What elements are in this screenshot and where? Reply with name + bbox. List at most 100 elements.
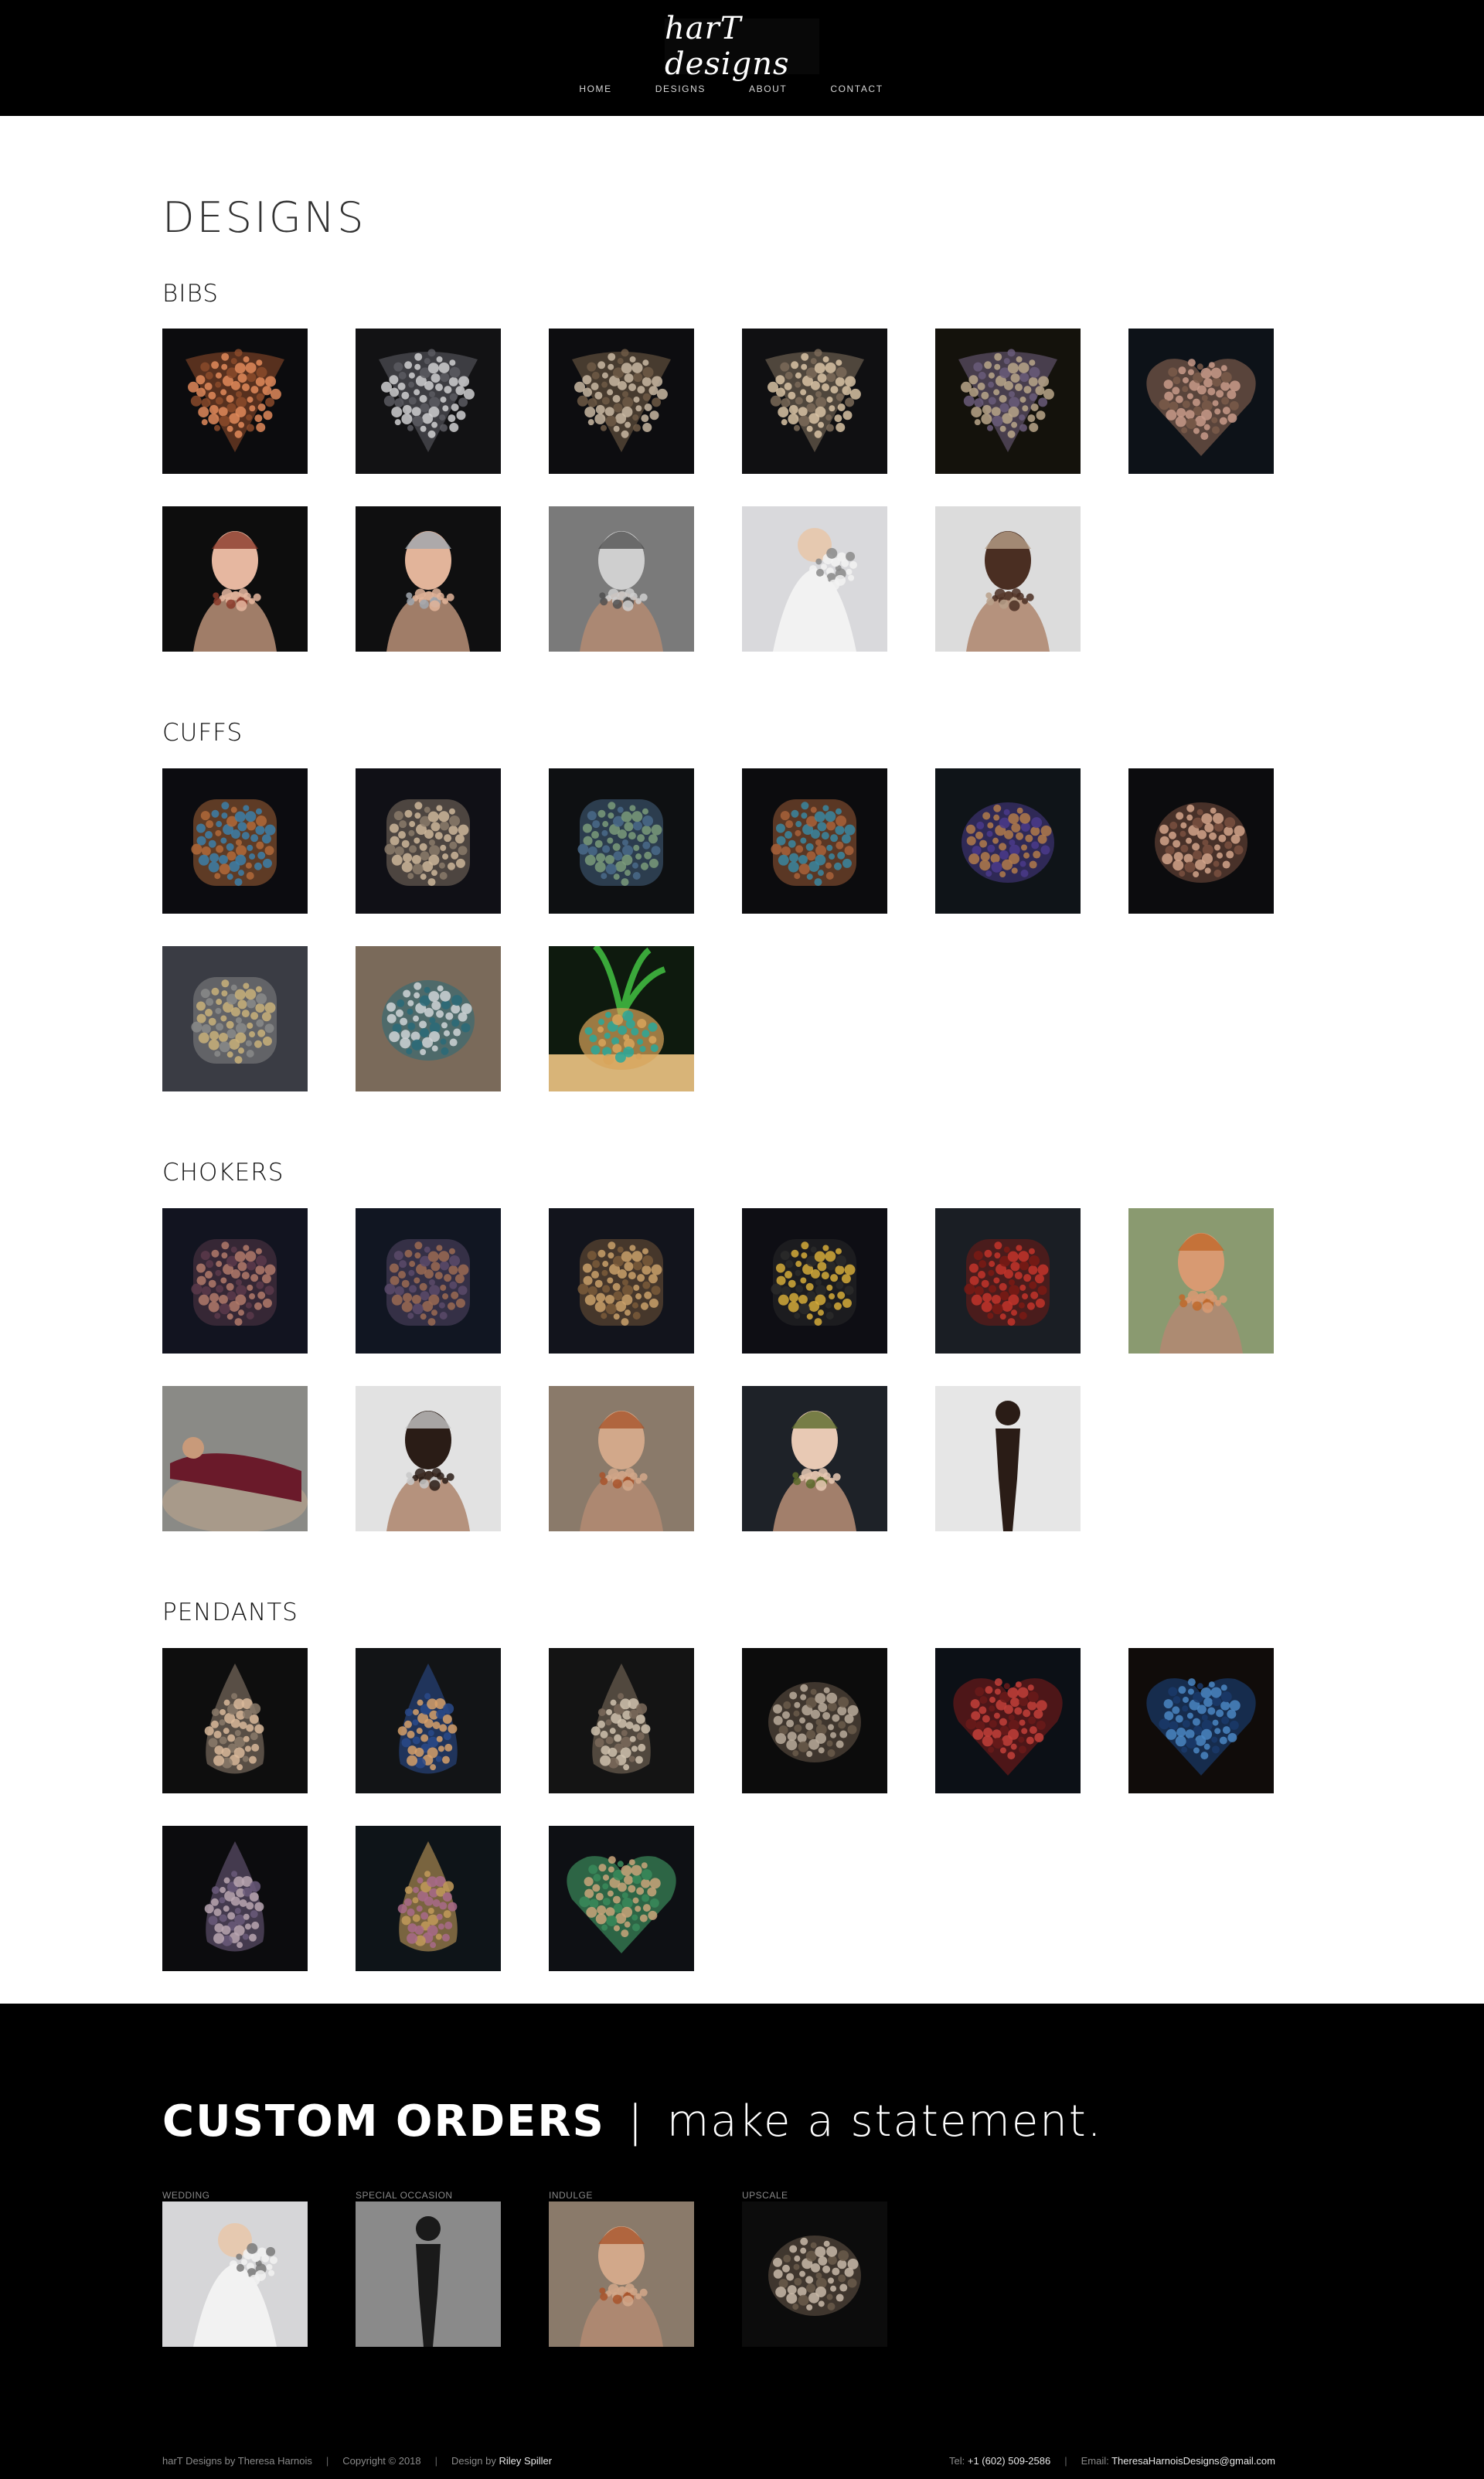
drop-illustration: [204, 1841, 264, 1952]
custom-order-label: WEDDING: [162, 2190, 210, 2201]
section-title-bibs: BIBS: [162, 280, 219, 308]
email-label: Email:: [1081, 2455, 1109, 2467]
pendants-thumbnail[interactable]: [356, 1826, 501, 1971]
section-title-pendants: PENDANTS: [162, 1599, 298, 1626]
pendants-thumbnail[interactable]: [162, 1826, 308, 1971]
portrait-illustration: [580, 531, 663, 652]
pendants-thumbnail[interactable]: [162, 1648, 308, 1793]
brand-logo-text: harT designs: [665, 11, 790, 82]
bibs-thumbnail[interactable]: [162, 506, 308, 652]
brand-logo[interactable]: harT designs: [665, 11, 819, 82]
cuffs-thumbnail[interactable]: [356, 946, 501, 1091]
chokers-thumbnail[interactable]: [356, 1208, 501, 1354]
plant-illustration: [549, 946, 694, 1091]
custom-order-thumbnail: [549, 2201, 694, 2347]
bibs-thumbnail[interactable]: [935, 506, 1081, 652]
footer-copyright: Copyright © 2018: [342, 2455, 421, 2467]
footer-contact: Tel: +1 (602) 509-2586 | Email: TheresaHar…: [949, 2455, 1275, 2467]
bibs-thumbnail[interactable]: [742, 506, 887, 652]
bibs-thumbnail[interactable]: [162, 329, 308, 474]
bibs-thumbnail[interactable]: [356, 506, 501, 652]
bib-illustration: [958, 349, 1057, 452]
nav-home[interactable]: HOME: [579, 83, 612, 94]
section-title-cuffs: CUFFS: [162, 719, 243, 747]
cuff-illustration: [577, 1239, 663, 1326]
bib-illustration: [572, 349, 671, 452]
pendants-thumbnail[interactable]: [549, 1648, 694, 1793]
chokers-thumbnail[interactable]: [1128, 1208, 1274, 1354]
email-link[interactable]: TheresaHarnoisDesigns@gmail.com: [1111, 2455, 1275, 2467]
pendants-thumbnail[interactable]: [549, 1826, 694, 1971]
round-illustration: [768, 2236, 861, 2316]
pendants-thumbnail[interactable]: [356, 1648, 501, 1793]
chokers-thumbnail[interactable]: [935, 1386, 1081, 1531]
tel-label: Tel:: [949, 2455, 965, 2467]
cuffs-thumbnail[interactable]: [1128, 768, 1274, 914]
footer-credit: harT Designs by Theresa Harnois: [162, 2455, 312, 2467]
site-header: harT designs HOME DESIGNS ABOUT CONTACT: [0, 0, 1484, 116]
page-title: DESIGNS: [162, 193, 366, 242]
design-by-label: Design by: [451, 2455, 496, 2467]
figure-illustration: [996, 1401, 1020, 1531]
bibs-thumbnail[interactable]: [549, 506, 694, 652]
bibs-thumbnail[interactable]: [742, 329, 887, 474]
cuffs-thumbnail[interactable]: [549, 946, 694, 1091]
custom-orders-separator: |: [628, 2096, 645, 2147]
nav-about[interactable]: ABOUT: [748, 83, 788, 94]
cuffs-thumbnail[interactable]: [162, 768, 308, 914]
cuffs-thumbnail[interactable]: [935, 768, 1081, 914]
gallery-bibs: [162, 329, 1275, 652]
cuffs-thumbnail[interactable]: [742, 768, 887, 914]
pendants-thumbnail[interactable]: [935, 1648, 1081, 1793]
chokers-thumbnail[interactable]: [162, 1208, 308, 1354]
bib-illustration: [765, 349, 864, 452]
portrait-illustration: [386, 1411, 470, 1531]
custom-order-special-occasion[interactable]: SPECIAL OCCASION: [356, 2189, 501, 2347]
footer-bottom-bar: harT Designs by Theresa Harnois | Copyrigh…: [162, 2455, 1275, 2467]
cuff-illustration: [384, 799, 470, 887]
custom-order-thumbnail: [356, 2201, 501, 2347]
section-title-chokers: CHOKERS: [162, 1159, 284, 1187]
cuff-illustration: [771, 799, 856, 887]
custom-orders-title: CUSTOM ORDERS: [162, 2096, 605, 2147]
bride-illustration: [193, 2223, 278, 2347]
bride-illustration: [773, 528, 858, 652]
round-illustration: [768, 1682, 861, 1762]
round-illustration: [962, 802, 1054, 883]
nav-designs[interactable]: DESIGNS: [655, 83, 706, 94]
chokers-thumbnail[interactable]: [742, 1208, 887, 1354]
cuff-illustration: [384, 1239, 470, 1326]
bibs-thumbnail[interactable]: [356, 329, 501, 474]
cuff-illustration: [191, 977, 277, 1064]
pendants-thumbnail[interactable]: [1128, 1648, 1274, 1793]
portrait-illustration: [193, 531, 277, 652]
chokers-thumbnail[interactable]: [356, 1386, 501, 1531]
custom-order-indulge[interactable]: INDULGE: [549, 2189, 694, 2347]
designer-link[interactable]: Riley Spiller: [499, 2455, 553, 2467]
cuffs-thumbnail[interactable]: [356, 768, 501, 914]
heart-illustration: [567, 1856, 676, 1953]
nav-contact[interactable]: CONTACT: [830, 83, 883, 94]
phone-link[interactable]: +1 (602) 509-2586: [967, 2455, 1051, 2467]
chokers-thumbnail[interactable]: [935, 1208, 1081, 1354]
chokers-thumbnail[interactable]: [162, 1386, 308, 1531]
chokers-thumbnail[interactable]: [742, 1386, 887, 1531]
cuffs-thumbnail[interactable]: [549, 768, 694, 914]
custom-order-wedding[interactable]: WEDDING: [162, 2189, 308, 2347]
bibs-thumbnail[interactable]: [1128, 329, 1274, 474]
heart-illustration: [1146, 359, 1256, 456]
bibs-thumbnail[interactable]: [935, 329, 1081, 474]
portrait-illustration: [1159, 1233, 1243, 1354]
heart-illustration: [1146, 1678, 1256, 1776]
cuffs-thumbnail[interactable]: [162, 946, 308, 1091]
bibs-thumbnail[interactable]: [549, 329, 694, 474]
cuff-illustration: [577, 799, 663, 887]
portrait-illustration: [773, 1411, 856, 1531]
pendants-thumbnail[interactable]: [742, 1648, 887, 1793]
chokers-thumbnail[interactable]: [549, 1208, 694, 1354]
chokers-thumbnail[interactable]: [549, 1386, 694, 1531]
custom-order-label: INDULGE: [549, 2190, 593, 2201]
portrait-illustration: [386, 531, 470, 652]
custom-order-upscale[interactable]: UPSCALE: [742, 2189, 887, 2347]
custom-order-thumbnail: [162, 2201, 308, 2347]
